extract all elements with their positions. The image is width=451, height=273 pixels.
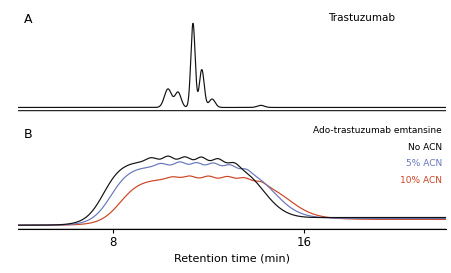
- Text: Ado-trastuzumab emtansine: Ado-trastuzumab emtansine: [313, 126, 442, 135]
- Text: 10% ACN: 10% ACN: [400, 176, 442, 185]
- X-axis label: Retention time (min): Retention time (min): [174, 253, 290, 263]
- Text: Trastuzumab: Trastuzumab: [328, 13, 395, 23]
- Text: No ACN: No ACN: [408, 143, 442, 152]
- Text: A: A: [23, 13, 32, 26]
- Text: B: B: [23, 128, 32, 141]
- Text: 5% ACN: 5% ACN: [406, 159, 442, 168]
